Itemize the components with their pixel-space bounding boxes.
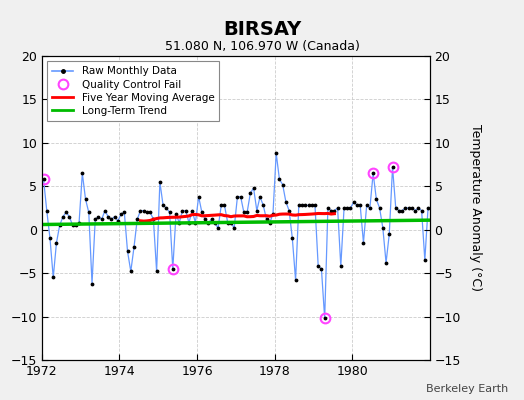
Text: Berkeley Earth: Berkeley Earth	[426, 384, 508, 394]
Text: 51.080 N, 106.970 W (Canada): 51.080 N, 106.970 W (Canada)	[165, 40, 359, 53]
Y-axis label: Temperature Anomaly (°C): Temperature Anomaly (°C)	[469, 124, 482, 292]
Text: BIRSAY: BIRSAY	[223, 20, 301, 39]
Legend: Raw Monthly Data, Quality Control Fail, Five Year Moving Average, Long-Term Tren: Raw Monthly Data, Quality Control Fail, …	[47, 61, 220, 121]
